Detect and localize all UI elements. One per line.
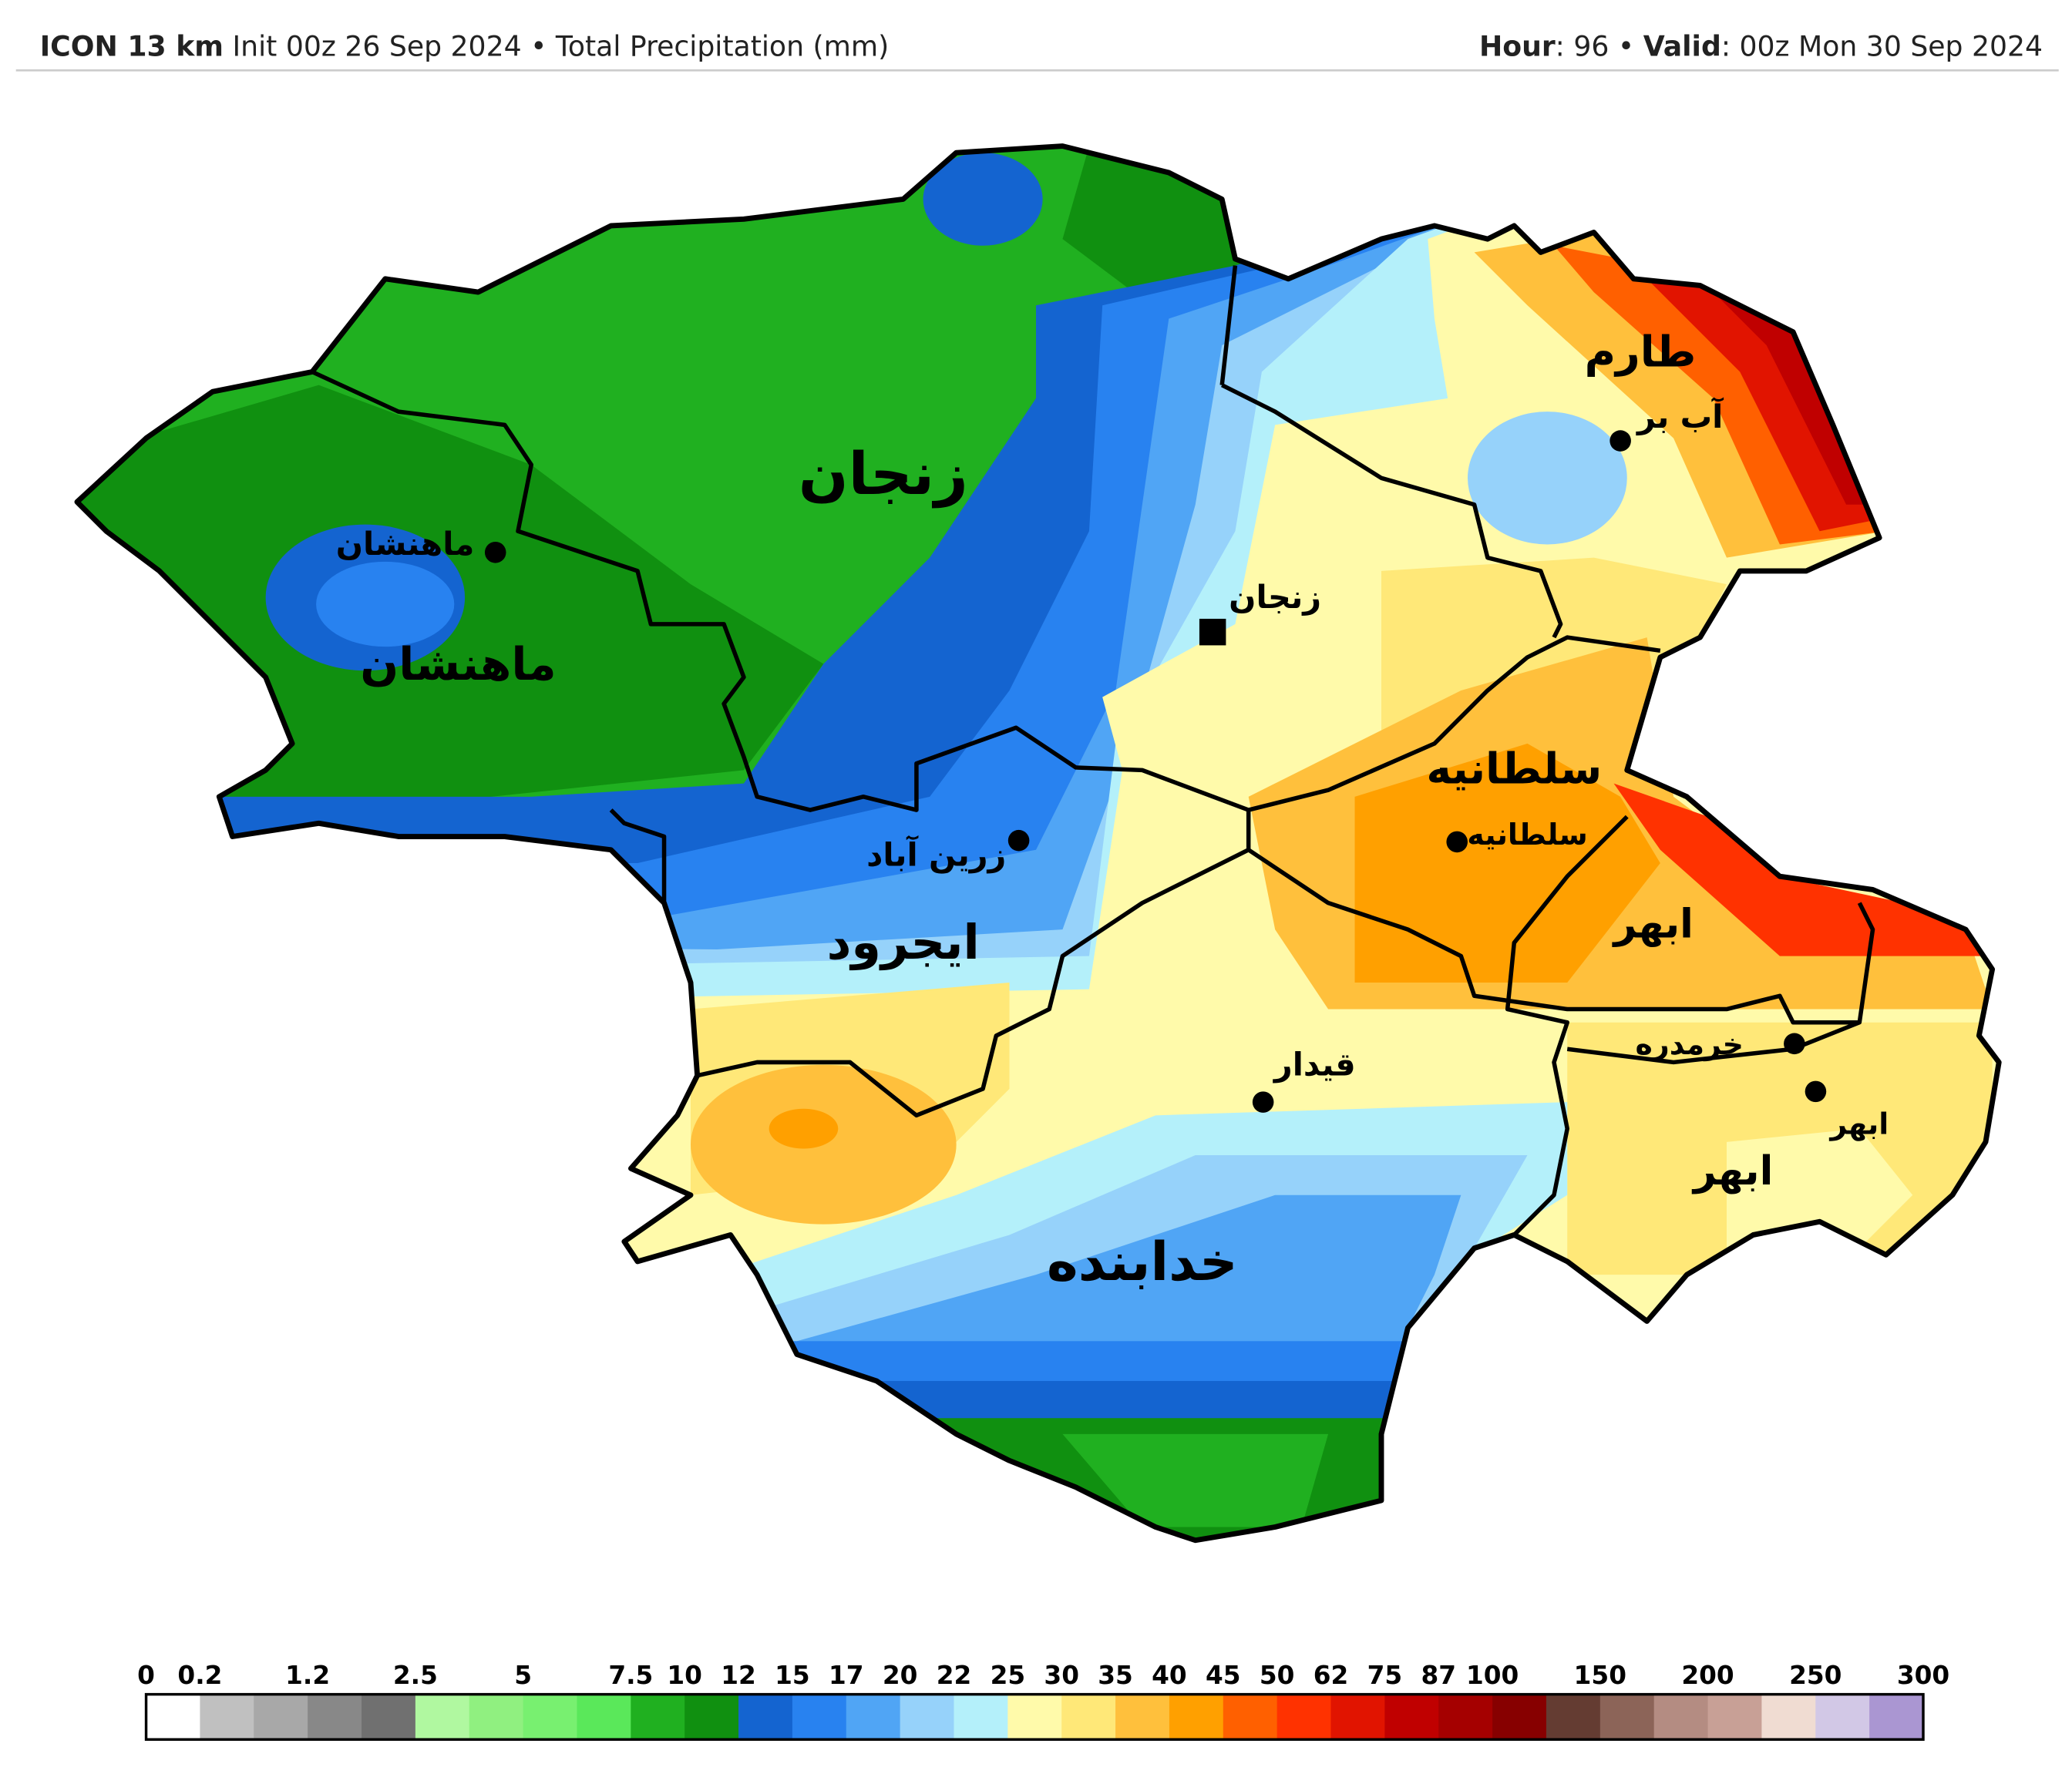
city-label: خرمدره [1636, 1027, 1744, 1061]
colorbar-tick-label: 25 [991, 1661, 1026, 1690]
colorbar-swatch [362, 1694, 416, 1740]
colorbar: 0 0.2 1.2 2.5 5 7.5 10 12 15 17 20 22 25 30 35 40 45 50 62… [137, 1661, 1949, 1741]
header-left: ICON 13 km Init 00z 26 Sep 2024 • Total … [40, 29, 889, 62]
colorbar-swatch [469, 1694, 524, 1740]
colorbar-swatch [954, 1694, 1009, 1740]
colorbar-tick-label: 7.5 [608, 1661, 653, 1690]
county-label: ایجرود [827, 914, 980, 970]
colorbar-swatch [1438, 1694, 1493, 1740]
colorbar-tick-label: 45 [1206, 1661, 1241, 1690]
city-label: قیدار [1273, 1047, 1356, 1084]
colorbar-tick-label: 35 [1098, 1661, 1133, 1690]
colorbar-swatch [254, 1694, 309, 1740]
colorbar-swatch [1546, 1694, 1601, 1740]
colorbar-swatch [1707, 1694, 1763, 1740]
county-label: طارم [1585, 328, 1697, 378]
city-label: زرین آباد [866, 835, 1006, 874]
colorbar-swatch [1815, 1694, 1870, 1740]
valid-value: : 00z Mon 30 Sep 2024 [1721, 29, 2043, 62]
colorbar-swatch [146, 1694, 201, 1740]
colorbar-tick-label: 5 [514, 1661, 532, 1690]
city-marker [1446, 831, 1468, 853]
run-info: Init 00z 26 Sep 2024 • Total Precipitati… [233, 29, 890, 62]
colorbar-swatch [1653, 1694, 1709, 1740]
colorbar-swatch [900, 1694, 955, 1740]
colorbar-tick-label: 150 [1574, 1661, 1626, 1690]
colorbar-tick-label: 100 [1466, 1661, 1519, 1690]
borders [77, 146, 1999, 1540]
colorbar-swatch [1169, 1694, 1224, 1740]
capital-marker [1199, 618, 1226, 646]
colorbar-swatch [1223, 1694, 1278, 1740]
colorbar-tick-label: 50 [1260, 1661, 1295, 1690]
model-name: ICON 13 km [40, 29, 224, 62]
colorbar-swatch [200, 1694, 255, 1740]
colorbar-tick-label: 22 [937, 1661, 972, 1690]
colorbar-swatch [1761, 1694, 1817, 1740]
colorbar-tick-label: 75 [1367, 1661, 1403, 1690]
valid-label: Valid [1643, 29, 1721, 62]
colorbar-swatch [631, 1694, 686, 1740]
colorbar-swatch [684, 1694, 739, 1740]
colorbar-swatch [1599, 1694, 1655, 1740]
city-marker [1610, 430, 1631, 452]
city-marker [1784, 1033, 1805, 1055]
colorbar-tick-label: 12 [721, 1661, 756, 1690]
colorbar-swatch [1330, 1694, 1386, 1740]
colorbar-tick-label: 0.2 [177, 1661, 222, 1690]
hour-value: : 96 • [1556, 29, 1635, 62]
city-label: ابهر [1828, 1107, 1889, 1141]
colorbar-tick-label: 200 [1681, 1661, 1734, 1690]
county-label: ماهنشان [360, 638, 556, 690]
colorbar-tick-label: 2.5 [393, 1661, 438, 1690]
county-label: زنجان [799, 440, 968, 508]
colorbar-tick-label: 17 [829, 1661, 864, 1690]
colorbar-tick-label: 15 [775, 1661, 810, 1690]
county-label: خدابنده [1047, 1231, 1238, 1293]
colorbar-frame [144, 1692, 1925, 1741]
colorbar-swatch [1492, 1694, 1547, 1740]
colorbar-swatch [1115, 1694, 1170, 1740]
colorbar-swatch [1276, 1694, 1332, 1740]
county-label: ابهر [1691, 1148, 1773, 1194]
colorbar-tick-label: 62 [1314, 1661, 1349, 1690]
city-label: ماهنشان [336, 526, 475, 563]
colorbar-tick-label: 0 [137, 1661, 155, 1690]
colorbar-swatch [1007, 1694, 1063, 1740]
city-marker [1805, 1080, 1827, 1103]
city-label: زنجان [1229, 579, 1321, 616]
colorbar-swatch [577, 1694, 632, 1740]
city-marker [1007, 829, 1030, 852]
colorbar-tick-label: 87 [1421, 1661, 1456, 1690]
colorbar-swatch [1869, 1694, 1924, 1740]
colorbar-swatch [1384, 1694, 1440, 1740]
colorbar-swatch [738, 1694, 793, 1740]
header-right: Hour: 96 • Valid: 00z Mon 30 Sep 2024 [1479, 29, 2043, 62]
city-marker [484, 542, 506, 563]
county-label: ابهر [1612, 901, 1694, 947]
colorbar-tick-label: 10 [667, 1661, 702, 1690]
city-label: آب بر [1636, 397, 1724, 436]
colorbar-swatch [846, 1694, 901, 1740]
city-marker [1252, 1091, 1274, 1113]
place-labels: زنجان ماهنشان ماهنشان طارم آب بر زنجان سلطانیه… [336, 328, 1889, 1293]
colorbar-swatch [523, 1694, 578, 1740]
colorbar-tick-label: 250 [1789, 1661, 1842, 1690]
colorbar-tick-label: 300 [1897, 1661, 1949, 1690]
colorbar-tick-label: 40 [1152, 1661, 1187, 1690]
colorbar-swatch [1061, 1694, 1116, 1740]
colorbar-swatch [308, 1694, 362, 1740]
colorbar-swatch [415, 1694, 470, 1740]
colorbar-tick-label: 20 [883, 1661, 918, 1690]
city-label: سلطانیه [1467, 818, 1588, 852]
colorbar-tick-label: 1.2 [285, 1661, 330, 1690]
colorbar-swatch [792, 1694, 847, 1740]
county-label: سلطانیه [1426, 745, 1602, 795]
colorbar-tick-label: 30 [1044, 1661, 1079, 1690]
hour-label: Hour [1479, 29, 1556, 62]
